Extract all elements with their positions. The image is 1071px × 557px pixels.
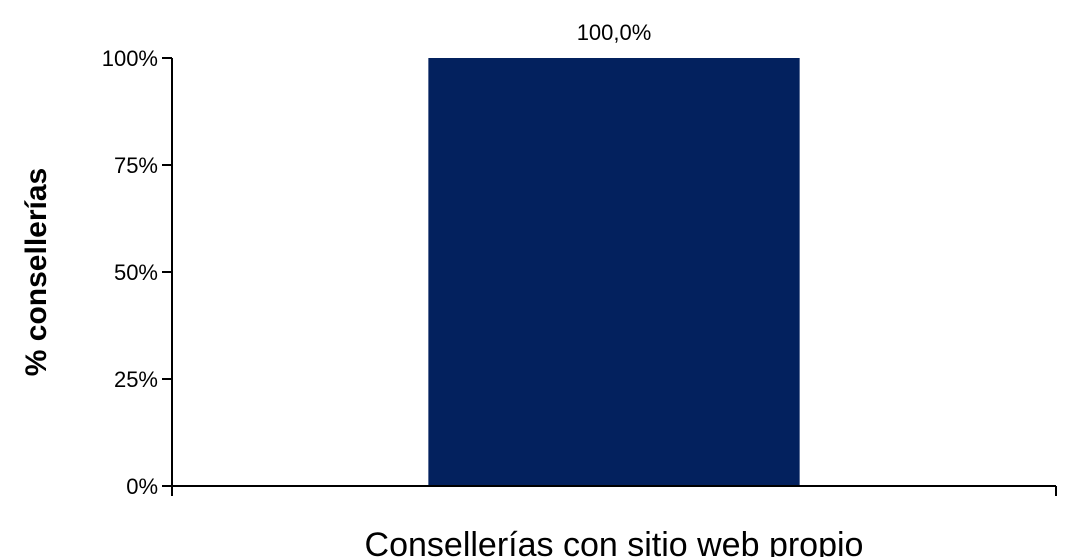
y-tick-label: 50% [114, 260, 158, 285]
y-axis-ticks: 0% 25% 50% 75% 100% [102, 46, 1057, 499]
bar [428, 58, 800, 486]
y-tick-label: 25% [114, 367, 158, 392]
y-tick-label: 100% [102, 46, 158, 71]
bars: 100,0% [428, 20, 800, 486]
y-tick-label: 75% [114, 153, 158, 178]
bar-data-label: 100,0% [577, 20, 652, 45]
y-axis-title: % consellerías [20, 168, 53, 376]
category-labels: Consellerías con sitio web propio [365, 526, 864, 557]
y-tick-label: 0% [126, 474, 158, 499]
x-category-label: Consellerías con sitio web propio [365, 526, 864, 557]
